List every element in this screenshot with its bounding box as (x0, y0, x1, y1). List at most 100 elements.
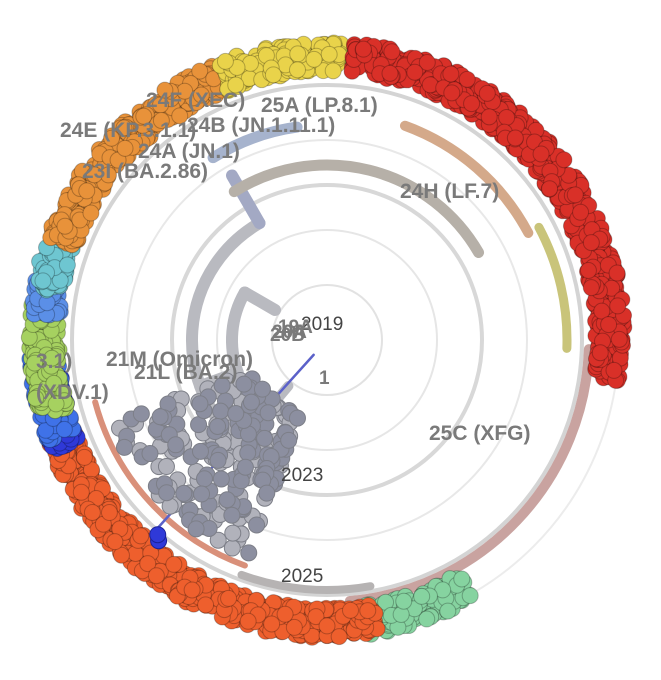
tip-23i (342, 601, 360, 619)
root-label-20a: 20A (272, 322, 307, 343)
clade-label-x31: 3.1) (36, 350, 72, 373)
tip-24h-yellow (264, 66, 282, 84)
tip-25c (478, 84, 496, 102)
time-ring (126, 139, 528, 541)
tip-25c (609, 297, 627, 315)
tip-24f (43, 349, 61, 367)
tip-23i (263, 615, 281, 633)
root-label-19a: 19A (278, 317, 313, 338)
tip-23i (75, 448, 93, 466)
tip-23i (197, 596, 215, 614)
tip-21 (151, 408, 169, 426)
tip-24h (171, 107, 189, 125)
tip-23i (220, 589, 238, 607)
tip-25c (498, 108, 516, 126)
tip-24f (26, 354, 44, 372)
clade-label-21m: 21M (Omicron) (106, 348, 253, 371)
tip-25c (566, 186, 584, 204)
clade-label-24f: 24F (XEC) (146, 89, 245, 112)
tip-21 (259, 404, 277, 422)
tip-23i (276, 605, 294, 623)
clade-label-25c: 25C (XFG) (429, 422, 531, 445)
tip-25c (442, 65, 460, 83)
tip-21 (242, 393, 260, 411)
clade-label-24b: 24B (JN.1.11.1) (187, 114, 335, 137)
tip-21 (175, 484, 193, 502)
tip-25c (579, 261, 597, 279)
tip-23i (72, 483, 90, 501)
tip-25c (572, 203, 590, 221)
tip-21 (224, 524, 242, 542)
tip-21 (195, 470, 213, 488)
branch-arc-23i (92, 399, 248, 569)
tip-24h (191, 62, 209, 80)
root-label-1: 1 (319, 368, 330, 389)
tip-21 (187, 520, 205, 538)
tip-21 (239, 444, 257, 462)
tip-21 (157, 458, 175, 476)
tip-24h (103, 129, 121, 147)
tip-21 (218, 491, 236, 509)
tip-25c (354, 40, 372, 58)
tip-23i (359, 602, 377, 620)
backbone-arc-inner (226, 286, 251, 379)
tip-21 (167, 436, 185, 454)
tip-21 (258, 484, 276, 502)
tip-25c (600, 316, 618, 334)
tip-25c (443, 84, 461, 102)
tip-21 (193, 485, 211, 503)
tip-24h-yellow (320, 45, 338, 63)
tip-23i (106, 533, 124, 551)
backbone-arc-outer (228, 159, 485, 258)
tip-25c (582, 234, 600, 252)
clade-label-23i: 23I (BA.2.86) (82, 160, 208, 183)
year-label-2023: 2023 (281, 465, 323, 486)
tip-23i (318, 617, 336, 635)
tip-25c (593, 302, 611, 320)
tip-xdv.1 (453, 570, 471, 588)
tip-xdv.1 (413, 587, 431, 605)
time-rings (34, 47, 620, 633)
tip-21 (213, 377, 231, 395)
clade-label-24h: 24H (LF.7) (400, 180, 499, 203)
tree-tips (20, 34, 633, 646)
tip-21 (236, 458, 254, 476)
tip-21 (132, 405, 150, 423)
tip-23i (330, 628, 348, 646)
tip-25c (610, 330, 628, 348)
root-label-20b: 20B (270, 325, 305, 346)
tip-24h-yellow (288, 61, 306, 79)
tip-23i (239, 612, 257, 630)
year-label-2019: 2019 (301, 314, 343, 335)
tip-24h-yellow (305, 50, 323, 68)
tip-21 (288, 409, 306, 427)
branch-arc-red (344, 344, 594, 607)
tip-21 (191, 395, 209, 413)
clade-label-25a: 25A (LP.8.1) (261, 94, 378, 117)
year-label-2025: 2025 (281, 566, 323, 587)
tip-24h (115, 119, 133, 137)
tip-23i (147, 567, 165, 585)
tip-21 (223, 539, 241, 557)
tip-23i (100, 504, 118, 522)
time-ring (170, 183, 484, 497)
tip-21 (240, 544, 258, 562)
tip-21 (256, 429, 274, 447)
tip-24h (156, 81, 174, 99)
tip-21 (248, 516, 266, 534)
tip-25c (458, 70, 476, 88)
branch-arc-red-inner (237, 570, 375, 594)
tip-21 (223, 506, 241, 524)
tip-25c (418, 53, 436, 71)
tip-21 (253, 380, 271, 398)
tip-23i (112, 546, 130, 564)
tip-outlier (149, 526, 167, 544)
tip-23i (183, 581, 201, 599)
tip-25c (463, 95, 481, 113)
tip-21 (209, 531, 227, 549)
branch-arc-yellow (534, 222, 572, 353)
tip-24e (55, 420, 73, 438)
tip-xdv.1 (439, 602, 457, 620)
